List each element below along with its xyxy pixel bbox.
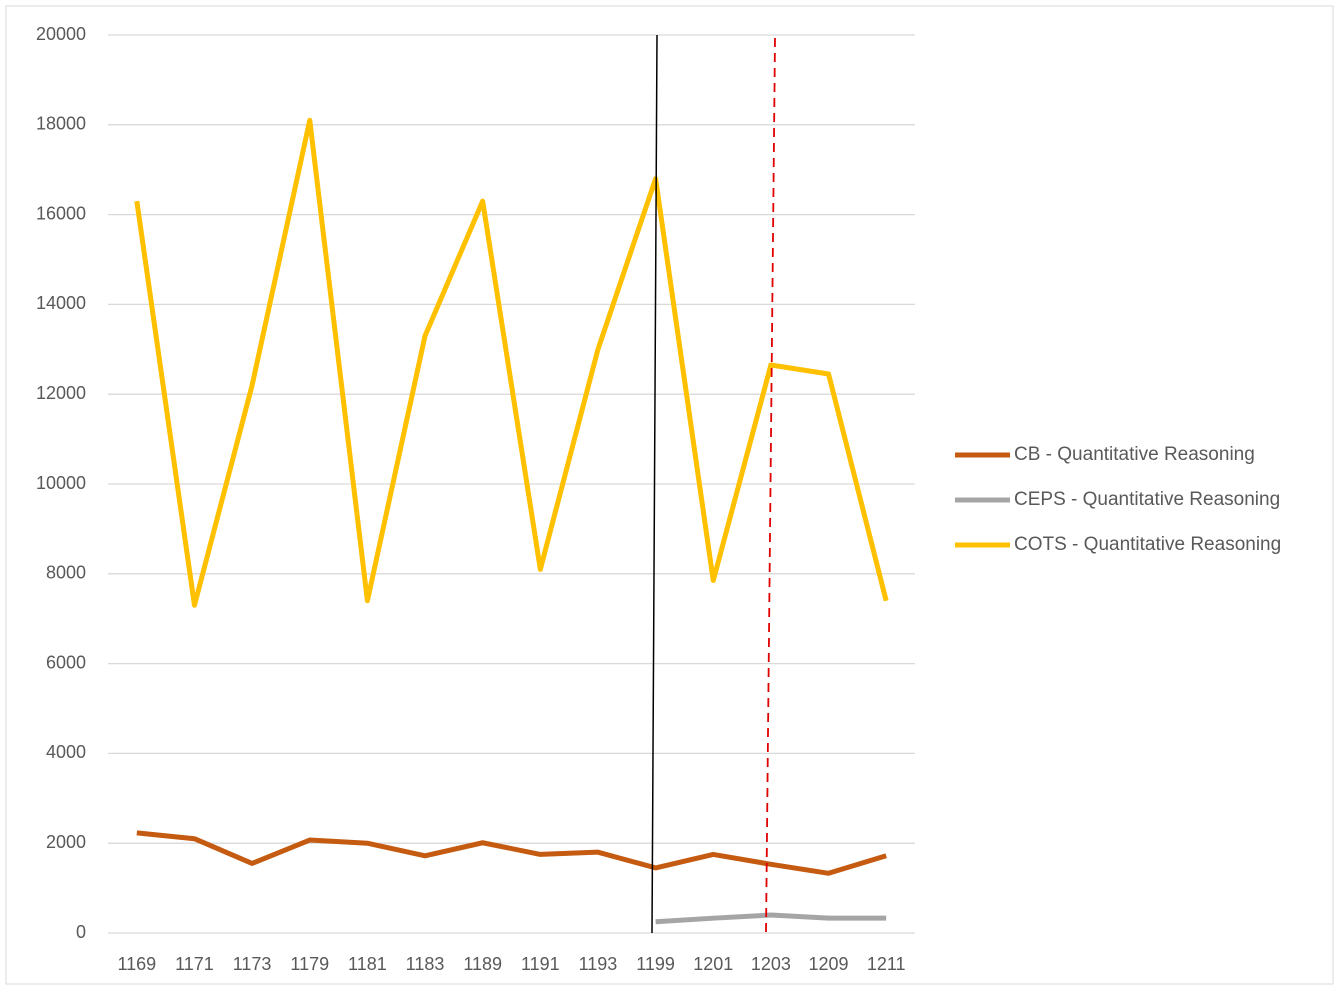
x-tick-label: 1179 <box>290 954 329 974</box>
y-tick-label: 6000 <box>46 652 86 672</box>
x-tick-label: 1181 <box>348 954 387 974</box>
y-tick-label: 2000 <box>46 832 86 852</box>
series-line <box>136 830 887 876</box>
x-tick-label: 1203 <box>751 954 791 974</box>
y-tick-label: 20000 <box>36 24 86 44</box>
legend-label: CB - Quantitative Reasoning <box>1014 444 1255 465</box>
x-tick-label: 1193 <box>579 954 618 974</box>
y-tick-label: 12000 <box>36 383 86 403</box>
x-tick-label: 1171 <box>175 954 214 974</box>
labels: 0 2000 4000 6000 8000 10000 12000 14000 16000 180… <box>36 24 906 974</box>
x-tick-label: 1169 <box>117 954 156 974</box>
legend: CB - Quantitative Reasoning CEPS - Quanti… <box>955 444 1281 555</box>
y-tick-label: 10000 <box>36 473 86 493</box>
y-tick-label: 16000 <box>36 203 86 223</box>
legend-label: COTS - Quantitative Reasoning <box>1014 534 1281 555</box>
chart-border <box>5 5 1334 985</box>
x-tick-label: 1201 <box>693 954 733 974</box>
y-tick-label: 14000 <box>36 293 86 313</box>
grid <box>108 34 915 934</box>
y-tick-label: 18000 <box>36 114 86 134</box>
x-tick-label: 1199 <box>636 954 675 974</box>
annotation-line <box>651 34 658 934</box>
x-tick-label: 1189 <box>463 954 502 974</box>
x-tick-label: 1173 <box>233 954 272 974</box>
series-lines <box>134 117 889 925</box>
y-tick-label: 0 <box>76 922 86 942</box>
y-tick-label: 8000 <box>46 563 86 583</box>
y-tick-label: 4000 <box>46 742 86 762</box>
x-tick-label: 1183 <box>406 954 445 974</box>
x-tick-label: 1211 <box>867 954 906 974</box>
x-tick-label: 1191 <box>521 954 560 974</box>
series-line <box>655 912 887 925</box>
legend-label: CEPS - Quantitative Reasoning <box>1014 489 1280 510</box>
x-tick-label: 1209 <box>809 954 849 974</box>
series-line <box>134 117 889 608</box>
